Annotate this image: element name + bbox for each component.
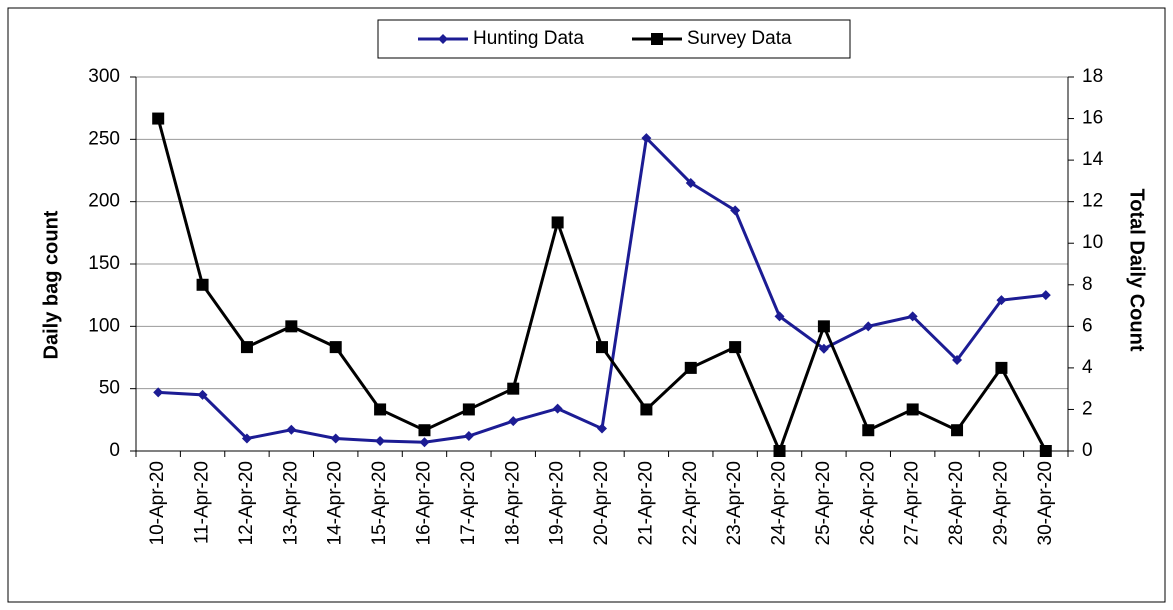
data-point <box>641 133 652 144</box>
x-tick-label: 24-Apr-20 <box>769 461 790 546</box>
data-point <box>197 389 208 400</box>
y-tick-label: 300 <box>88 66 120 87</box>
data-point <box>286 424 297 435</box>
y2-tick-label: 16 <box>1082 108 1103 129</box>
data-point <box>817 320 830 333</box>
data-point <box>463 431 474 442</box>
data-point <box>196 278 209 291</box>
data-point <box>330 433 341 444</box>
x-tick-label: 23-Apr-20 <box>724 461 745 546</box>
y-tick-label: 50 <box>99 378 120 399</box>
data-point <box>152 112 165 125</box>
x-tick-label: 10-Apr-20 <box>147 461 168 546</box>
x-tick-label: 15-Apr-20 <box>369 461 390 546</box>
legend-label: Survey Data <box>687 28 792 49</box>
data-point <box>995 361 1008 374</box>
data-point <box>907 311 918 322</box>
x-tick-label: 13-Apr-20 <box>280 461 301 546</box>
y2-tick-label: 6 <box>1082 315 1093 336</box>
data-point <box>419 437 430 448</box>
x-tick-label: 18-Apr-20 <box>502 461 523 546</box>
data-point <box>597 423 607 434</box>
legend-label: Hunting Data <box>473 28 584 49</box>
x-tick-label: 29-Apr-20 <box>990 461 1011 546</box>
x-tick-label: 27-Apr-20 <box>902 461 923 546</box>
legend-marker <box>651 33 663 45</box>
data-point <box>996 295 1007 306</box>
y-tick-label: 0 <box>109 440 120 461</box>
data-point <box>241 433 252 444</box>
y2-tick-label: 8 <box>1082 274 1093 295</box>
y2-tick-label: 0 <box>1082 440 1093 461</box>
x-tick-label: 26-Apr-20 <box>857 461 878 546</box>
y2-tick-label: 2 <box>1082 398 1093 419</box>
y2-tick-label: 18 <box>1082 66 1103 87</box>
y-tick-label: 250 <box>88 128 120 149</box>
data-point <box>375 436 386 447</box>
data-point <box>684 361 697 374</box>
data-point <box>552 403 563 414</box>
data-point <box>906 403 919 416</box>
x-tick-label: 20-Apr-20 <box>591 461 612 546</box>
data-point <box>418 424 431 437</box>
y-tick-label: 200 <box>88 191 120 212</box>
data-point <box>773 445 786 457</box>
y-tick-label: 150 <box>88 253 120 274</box>
data-point <box>329 341 342 354</box>
x-tick-label: 28-Apr-20 <box>946 461 967 546</box>
y2-tick-label: 4 <box>1082 357 1093 378</box>
x-tick-label: 12-Apr-20 <box>236 461 257 546</box>
data-point <box>508 416 519 427</box>
legend-marker <box>438 34 448 44</box>
x-tick-label: 22-Apr-20 <box>680 461 701 546</box>
data-point <box>1039 445 1052 457</box>
data-point <box>285 320 298 333</box>
data-point <box>551 216 564 229</box>
x-tick-label: 30-Apr-20 <box>1035 461 1056 546</box>
y-axis-title: Daily bag count <box>40 210 62 359</box>
x-tick-label: 11-Apr-20 <box>192 461 213 544</box>
data-point <box>863 321 874 332</box>
data-point <box>462 403 475 416</box>
x-tick-label: 17-Apr-20 <box>458 461 479 546</box>
data-point <box>730 205 741 216</box>
data-point <box>1040 290 1051 301</box>
data-point <box>729 341 742 354</box>
x-tick-label: 16-Apr-20 <box>413 461 434 546</box>
data-point <box>640 403 653 416</box>
y-tick-label: 100 <box>88 315 120 336</box>
data-point <box>774 311 785 322</box>
y2-tick-label: 14 <box>1082 149 1104 170</box>
x-tick-label: 19-Apr-20 <box>547 461 568 546</box>
data-point <box>818 343 829 354</box>
data-point <box>685 177 696 188</box>
data-point <box>951 424 964 437</box>
x-tick-label: 21-Apr-20 <box>635 461 656 546</box>
data-point <box>862 424 875 437</box>
y2-axis-title: Total Daily Count <box>1126 189 1148 352</box>
data-point <box>153 387 164 398</box>
y2-tick-label: 12 <box>1082 191 1103 212</box>
x-tick-label: 14-Apr-20 <box>325 461 346 546</box>
data-point <box>596 341 608 354</box>
y2-tick-label: 10 <box>1082 232 1103 253</box>
data-point <box>952 354 963 365</box>
data-point <box>240 341 253 354</box>
data-point <box>374 403 387 416</box>
data-point <box>507 382 520 395</box>
x-tick-label: 25-Apr-20 <box>813 461 834 546</box>
